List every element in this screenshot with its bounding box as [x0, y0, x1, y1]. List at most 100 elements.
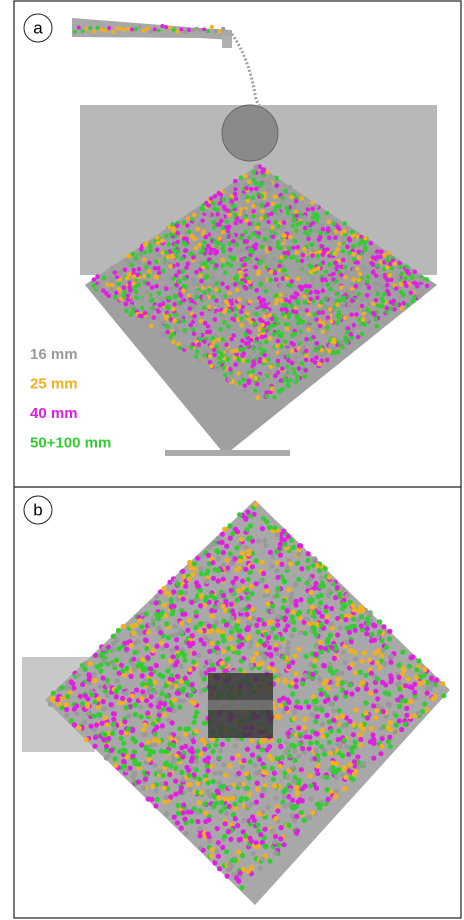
particle: [276, 359, 281, 364]
particle: [175, 250, 180, 255]
particle: [307, 746, 312, 751]
particle: [425, 691, 430, 696]
particle: [290, 349, 295, 354]
particle: [334, 775, 339, 780]
particle: [299, 767, 304, 772]
particle: [190, 699, 195, 704]
particle: [268, 859, 273, 864]
particle: [183, 328, 188, 333]
particle: [232, 356, 237, 361]
particle: [348, 682, 353, 687]
particle: [319, 593, 324, 598]
particle: [361, 761, 366, 766]
particle: [276, 224, 281, 229]
particle: [270, 828, 275, 833]
particle: [198, 629, 203, 634]
particle: [221, 593, 226, 598]
particle: [338, 626, 343, 631]
particle: [286, 587, 291, 592]
particle: [326, 593, 331, 598]
particle: [265, 202, 270, 207]
particle: [336, 767, 341, 772]
particle: [275, 532, 280, 537]
particle: [340, 753, 345, 758]
particle: [387, 703, 392, 708]
particle: [252, 244, 257, 249]
particle: [255, 822, 260, 827]
particle: [310, 810, 315, 815]
particle: [263, 543, 268, 548]
particle: [289, 305, 294, 310]
particle: [188, 323, 193, 328]
particle: [146, 757, 151, 762]
particle: [352, 744, 357, 749]
particle: [363, 710, 368, 715]
particle: [222, 240, 227, 245]
particle: [325, 358, 330, 363]
particle: [337, 594, 342, 599]
particle: [349, 639, 354, 644]
particle: [251, 851, 256, 856]
particle: [421, 680, 426, 685]
particle: [260, 203, 265, 208]
particle: [288, 283, 293, 288]
particle: [225, 285, 230, 290]
particle: [312, 556, 317, 561]
particle: [304, 284, 309, 289]
particle: [276, 370, 281, 375]
particle: [105, 693, 110, 698]
particle: [279, 298, 284, 303]
particle: [95, 285, 100, 290]
particle: [271, 332, 276, 337]
particle: [140, 306, 145, 311]
particle: [263, 227, 268, 232]
particle: [93, 653, 98, 658]
particle: [298, 307, 303, 312]
particle: [201, 249, 206, 254]
particle: [222, 197, 227, 202]
particle: [259, 560, 264, 565]
particle: [356, 292, 361, 297]
particle: [187, 618, 192, 623]
particle: [120, 696, 125, 701]
particle: [352, 771, 357, 776]
particle: [101, 646, 106, 651]
particle: [216, 550, 221, 555]
particle: [99, 721, 104, 726]
particle: [381, 709, 386, 714]
particle: [130, 310, 135, 315]
particle: [315, 341, 320, 346]
particle: [343, 775, 348, 780]
particle: [285, 565, 290, 570]
particle: [175, 691, 180, 696]
particle: [273, 228, 278, 233]
particle: [126, 727, 131, 732]
particle: [98, 653, 103, 658]
particle: [187, 773, 192, 778]
particle: [361, 317, 366, 322]
particle: [221, 604, 226, 609]
particle: [230, 616, 235, 621]
particle: [239, 659, 244, 664]
particle: [260, 526, 265, 531]
particle: [274, 796, 279, 801]
particle: [352, 257, 357, 262]
particle: [179, 621, 184, 626]
particle: [282, 795, 287, 800]
particle: [262, 538, 267, 543]
particle: [298, 742, 303, 747]
particle: [369, 638, 374, 643]
particle: [377, 282, 382, 287]
particle: [185, 628, 190, 633]
particle: [202, 295, 207, 300]
particle: [246, 775, 251, 780]
particle: [183, 732, 188, 737]
particle: [394, 723, 399, 728]
particle: [221, 27, 225, 31]
particle: [315, 763, 320, 768]
particle: [405, 265, 410, 270]
particle: [220, 742, 225, 747]
particle: [311, 277, 316, 282]
particle: [287, 246, 292, 251]
particle: [368, 611, 373, 616]
